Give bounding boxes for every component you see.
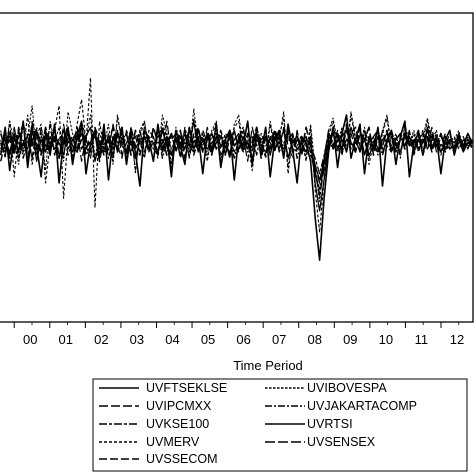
legend-box <box>92 378 468 472</box>
x-tick-label-11: 11 <box>415 332 429 347</box>
x-tick-label-05: 05 <box>201 332 215 347</box>
x-tick-label-07: 07 <box>272 332 286 347</box>
x-tick-label-09: 09 <box>343 332 357 347</box>
series-group <box>0 77 473 262</box>
x-axis: 00 01 02 03 04 05 06 07 08 09 10 11 12 <box>13 322 464 347</box>
x-tick-label-03: 03 <box>130 332 144 347</box>
x-tick-label-01: 01 <box>59 332 73 347</box>
legend-label-uvftseklse: UVFTSEKLSE <box>146 381 227 395</box>
x-tick-label-10: 10 <box>379 332 393 347</box>
x-tick-label-06: 06 <box>236 332 250 347</box>
x-tick-label-00: 00 <box>23 332 37 347</box>
legend-label-uvipcmxx: UVIPCMXX <box>146 399 212 413</box>
plot-frame <box>0 12 474 323</box>
x-tick-label-12: 12 <box>450 332 464 347</box>
x-tick-label-02: 02 <box>94 332 108 347</box>
x-tick-label-08: 08 <box>308 332 322 347</box>
legend-label-uvsensex: UVSENSEX <box>307 435 376 449</box>
legend-label-uvrtsi: UVRTSI <box>307 417 353 431</box>
legend: UVFTSEKLSE UVIBOVESPA UVIPCMXX UVJAKARTACOM… <box>92 378 468 472</box>
series-line-uvipcmxx <box>0 120 473 181</box>
legend-label-uvmerv: UVMERV <box>146 435 200 449</box>
series-line-uvjakartacomp <box>0 123 473 190</box>
x-axis-title: Time Period <box>233 358 303 373</box>
legend-label-uvssecom: UVSSECOM <box>146 452 218 466</box>
series-line-uvssecom <box>0 123 473 184</box>
legend-label-uvjakartacomp: UVJAKARTACOMP <box>307 399 417 413</box>
x-tick-label-04: 04 <box>165 332 179 347</box>
legend-label-uvkse100: UVKSE100 <box>146 417 209 431</box>
legend-label-uvibovespa: UVIBOVESPA <box>307 381 387 395</box>
